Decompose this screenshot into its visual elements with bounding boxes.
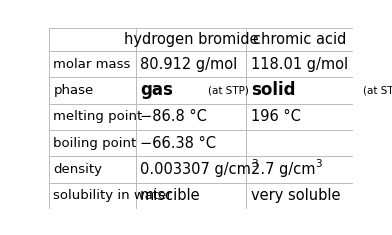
Bar (136, 51, 247, 77)
Bar (247, 77, 353, 104)
Text: phase: phase (53, 84, 94, 97)
Bar (247, 156, 353, 183)
Bar (49, 183, 136, 209)
Bar (247, 130, 353, 156)
Text: (at STP): (at STP) (363, 85, 392, 95)
Text: (at STP): (at STP) (208, 85, 249, 95)
Text: 0.003307 g/cm: 0.003307 g/cm (140, 162, 251, 177)
Text: 3: 3 (315, 159, 322, 169)
Bar (247, 28, 353, 51)
Bar (49, 156, 136, 183)
Text: molar mass: molar mass (53, 58, 131, 70)
Bar (247, 104, 353, 130)
Bar (49, 77, 136, 104)
Bar (136, 156, 247, 183)
Text: chromic acid: chromic acid (253, 32, 346, 47)
Bar (49, 28, 136, 51)
Text: melting point: melting point (53, 110, 143, 123)
Text: density: density (53, 163, 102, 176)
Bar (136, 28, 247, 51)
Bar (136, 183, 247, 209)
Bar (49, 51, 136, 77)
Text: −66.38 °C: −66.38 °C (140, 136, 216, 151)
Bar (247, 51, 353, 77)
Text: solid: solid (251, 81, 295, 99)
Text: 80.912 g/mol: 80.912 g/mol (140, 56, 237, 71)
Bar (136, 77, 247, 104)
Bar (49, 130, 136, 156)
Text: gas: gas (140, 81, 173, 99)
Text: 2.7 g/cm: 2.7 g/cm (251, 162, 315, 177)
Bar (136, 130, 247, 156)
Bar (136, 104, 247, 130)
Text: very soluble: very soluble (251, 188, 340, 204)
Text: miscible: miscible (140, 188, 200, 204)
Bar (49, 104, 136, 130)
Text: −86.8 °C: −86.8 °C (140, 109, 207, 124)
Text: 3: 3 (251, 159, 257, 169)
Text: 196 °C: 196 °C (251, 109, 301, 124)
Text: hydrogen bromide: hydrogen bromide (124, 32, 258, 47)
Text: solubility in water: solubility in water (53, 189, 172, 203)
Bar (247, 183, 353, 209)
Text: 118.01 g/mol: 118.01 g/mol (251, 56, 348, 71)
Text: boiling point: boiling point (53, 137, 136, 150)
